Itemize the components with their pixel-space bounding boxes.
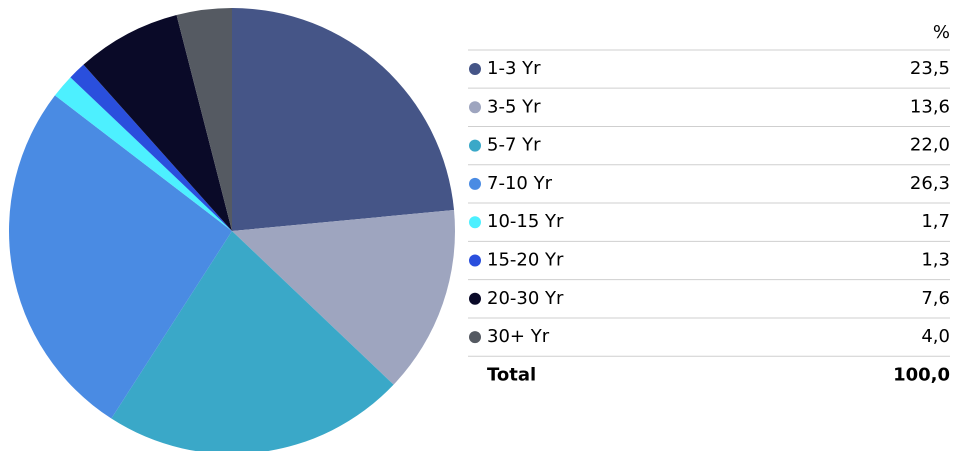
legend-value: 1,3 xyxy=(921,250,950,271)
legend-marker xyxy=(469,331,481,344)
pie-slice xyxy=(232,210,455,385)
legend-value: 23,5 xyxy=(910,58,950,79)
pie xyxy=(8,8,455,451)
pie-slice xyxy=(54,77,232,231)
total-label: Total xyxy=(487,364,536,385)
legend-label: 1-3 Yr xyxy=(487,58,541,79)
legend-label: 3-5 Yr xyxy=(487,96,541,117)
legend-value: 26,3 xyxy=(910,173,950,194)
legend-value: 13,6 xyxy=(910,96,950,117)
pie-slice xyxy=(8,95,232,419)
legend-label: 30+ Yr xyxy=(487,326,550,347)
legend-value: 7,6 xyxy=(921,288,950,309)
legend-table: % 1-3 Yr 23,5 3-5 Yr 13,6 5-7 Yr 22,0 7-10 Yr 2… xyxy=(468,22,950,385)
legend-marker xyxy=(469,139,481,152)
value-header: % xyxy=(933,22,950,43)
legend-value: 4,0 xyxy=(921,326,950,347)
legend-label: 7-10 Yr xyxy=(487,173,553,194)
legend-value: 1,7 xyxy=(921,211,950,232)
pie-slice xyxy=(83,15,232,232)
pie-slice xyxy=(232,8,455,231)
pie-slice xyxy=(70,64,233,231)
legend-label: 20-30 Yr xyxy=(487,288,564,309)
total-value: 100,0 xyxy=(893,364,950,385)
pie-slice xyxy=(111,231,394,451)
legend-marker xyxy=(469,254,481,267)
legend-value: 22,0 xyxy=(910,135,950,156)
legend-marker xyxy=(469,63,481,75)
legend-label: 15-20 Yr xyxy=(487,250,564,271)
legend-marker xyxy=(469,292,481,305)
legend-marker xyxy=(469,177,481,190)
legend-marker xyxy=(469,101,481,114)
legend-label: 5-7 Yr xyxy=(487,135,541,156)
pie-slice xyxy=(176,8,232,231)
legend-marker xyxy=(469,216,481,229)
legend-label: 10-15 Yr xyxy=(487,211,564,232)
